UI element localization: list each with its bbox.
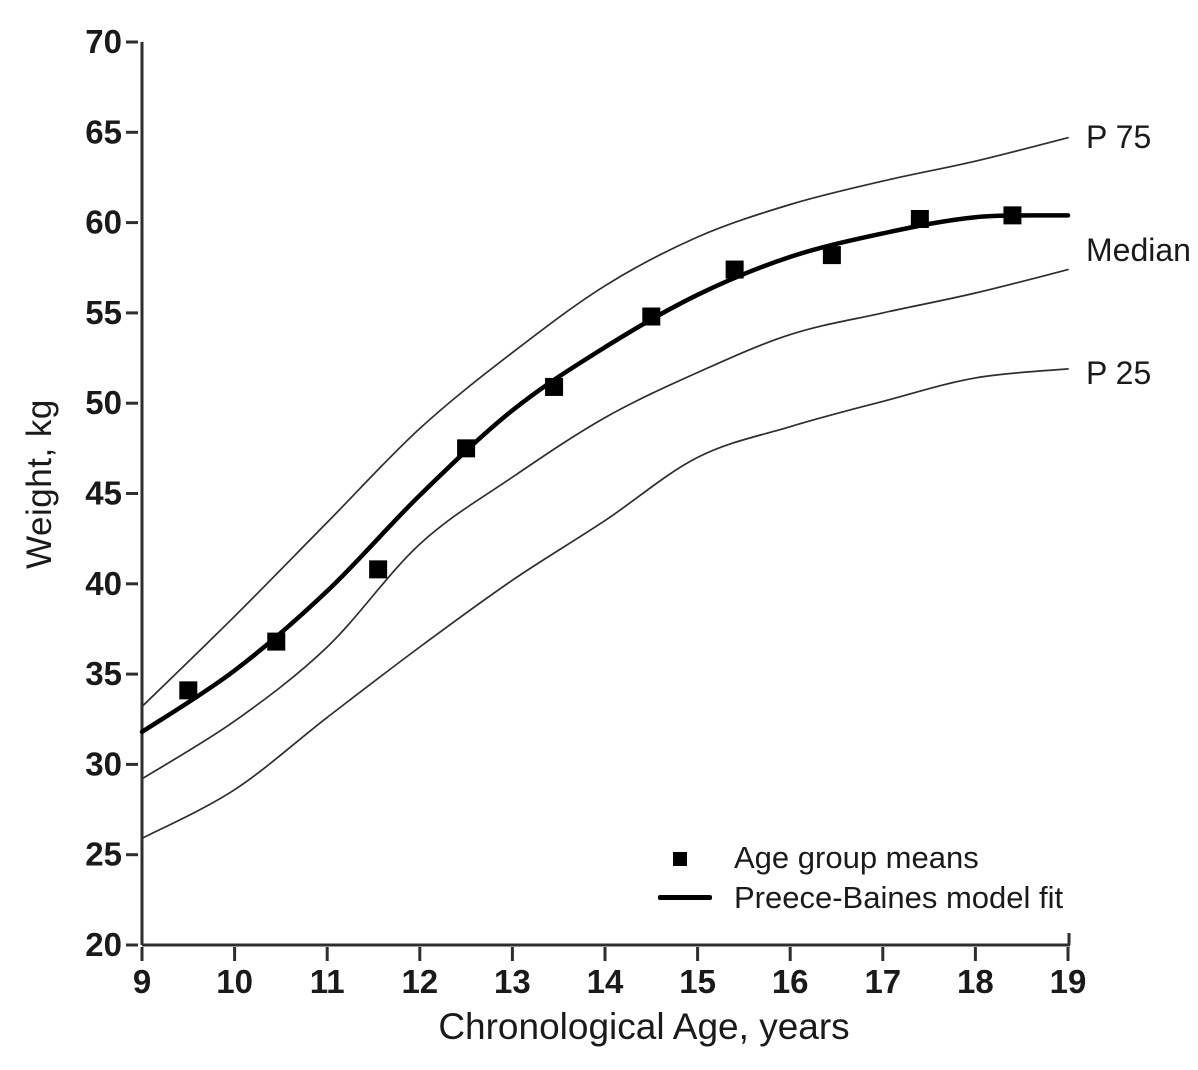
x-tick-label: 18 [957,963,994,1000]
y-tick-label: 35 [85,655,122,692]
curve-label-median: Median [1086,232,1191,268]
y-tick-label: 70 [85,23,122,60]
y-tick-label: 65 [85,113,122,150]
x-tick-label: 19 [1050,963,1087,1000]
y-axis-title: Weight, kg [20,399,59,569]
x-tick-label: 13 [494,963,531,1000]
data-point-marker [910,209,929,228]
data-point-marker [267,632,286,651]
x-tick-label: 14 [587,963,624,1000]
y-tick-label: 30 [85,745,122,782]
curve-p-25 [141,368,1069,840]
x-tick-label: 9 [133,963,151,1000]
legend-square-marker-icon [673,852,687,866]
data-point-marker [179,681,198,700]
curve-p-75 [141,136,1069,708]
data-point-marker [642,307,661,326]
x-tick-label: 10 [216,963,253,1000]
legend-line-sample-icon [658,895,712,900]
curve-label-p25: P 25 [1086,355,1152,391]
y-tick-label: 20 [85,926,122,963]
data-point-marker [545,377,564,396]
x-tick-label: 17 [864,963,901,1000]
x-axis-title: Chronological Age, years [438,1006,850,1047]
data-point-marker [369,560,388,579]
legend-label-model-fit: Preece-Baines model fit [734,880,1064,915]
y-tick-label: 45 [85,475,122,512]
x-tick-label: 12 [401,963,438,1000]
x-tick-label: 11 [310,963,345,1000]
x-tick-label: 15 [679,963,716,1000]
y-tick-label: 55 [85,294,122,331]
x-tick-label: 16 [772,963,809,1000]
curve-median [141,268,1069,780]
data-point-marker [725,260,744,279]
data-point-marker [457,439,476,458]
curve-label-p75: P 75 [1086,119,1152,155]
y-tick-label: 60 [85,204,122,241]
legend-label-age-group-means: Age group means [734,840,979,875]
y-tick-label: 50 [85,384,122,421]
y-tick-label: 40 [85,565,122,602]
curve-preece-baines-model-fit [139,213,1071,735]
data-point-marker [822,246,841,265]
y-tick-label: 25 [85,836,122,873]
data-point-marker [1003,206,1022,225]
